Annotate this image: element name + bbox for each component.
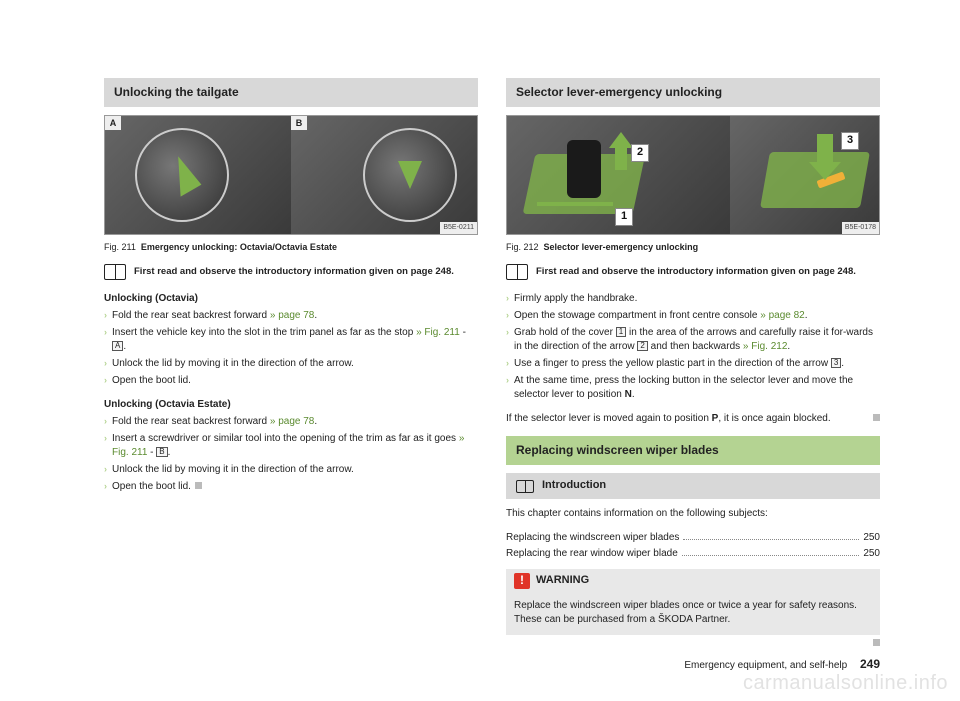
fig212-badge-2: 2 <box>631 144 649 162</box>
sel-b5: At the same time, press the locking butt… <box>514 374 880 402</box>
fig211-callout-a <box>135 128 229 222</box>
oct-b2: Insert the vehicle key into the slot in … <box>112 326 478 354</box>
fig212-number: Fig. 212 <box>506 242 539 252</box>
selector-closing: If the selector lever is moved again to … <box>506 412 880 426</box>
read-observe-text-left: First read and observe the introductory … <box>134 263 454 278</box>
fig212-badge-3: 3 <box>841 132 859 150</box>
right-column: Selector lever-emergency unlocking 2 1 3… <box>506 78 880 651</box>
octavia-heading: Unlocking (Octavia) <box>104 292 478 306</box>
warning-header: ! WARNING <box>506 569 880 593</box>
sel-b2: Open the stowage compartment in front ce… <box>514 309 880 323</box>
page: Unlocking the tailgate A B B5E-0211 Fig.… <box>0 0 960 651</box>
intro-heading-text: Introduction <box>542 478 606 493</box>
read-observe-text-right: First read and observe the introductory … <box>536 263 856 278</box>
section-title-wipers: Replacing windscreen wiper blades <box>506 436 880 465</box>
book-icon <box>104 264 126 280</box>
warning-box: ! WARNING Replace the windscreen wiper b… <box>506 569 880 635</box>
end-mark-icon <box>195 482 202 489</box>
fig211-img-id: B5E-0211 <box>440 222 477 234</box>
end-mark-row <box>506 637 880 651</box>
oct-b4: Open the boot lid. <box>112 374 478 388</box>
fig211-label-a: A <box>105 116 121 130</box>
octavia-bullets: ›Fold the rear seat backrest forward » p… <box>104 309 478 388</box>
fig211-label-b: B <box>291 116 307 130</box>
section-title-right: Selector lever-emergency unlocking <box>506 78 880 107</box>
fig211-callout-b <box>363 128 457 222</box>
footer-section: Emergency equipment, and self-help <box>684 660 847 671</box>
read-observe-left: First read and observe the introductory … <box>104 263 478 280</box>
book-icon <box>516 480 534 493</box>
est-b4: Open the boot lid. <box>112 480 478 494</box>
oct-b1: Fold the rear seat backrest forward » pa… <box>112 309 478 323</box>
oct-b3: Unlock the lid by moving it in the direc… <box>112 357 478 371</box>
page-footer: Emergency equipment, and self-help 249 <box>684 657 880 671</box>
estate-bullets: ›Fold the rear seat backrest forward » p… <box>104 415 478 494</box>
book-icon <box>506 264 528 280</box>
fig212-badge-1: 1 <box>615 208 633 226</box>
intro-heading: Introduction <box>506 473 880 498</box>
read-observe-right: First read and observe the introductory … <box>506 263 880 280</box>
watermark: carmanualsonline.info <box>743 672 948 695</box>
fig211-number: Fig. 211 <box>104 242 136 252</box>
toc-line: Replacing the windscreen wiper blades 25… <box>506 531 880 545</box>
left-column: Unlocking the tailgate A B B5E-0211 Fig.… <box>104 78 478 651</box>
selector-bullets: ›Firmly apply the handbrake. ›Open the s… <box>506 292 880 402</box>
fig212-img-id: B5E-0178 <box>842 222 879 234</box>
est-b2: Insert a screwdriver or similar tool int… <box>112 432 478 460</box>
fig211-caption: Fig. 211 Emergency unlocking: Octavia/Oc… <box>104 241 478 254</box>
end-mark-icon <box>873 639 880 646</box>
sel-b1: Firmly apply the handbrake. <box>514 292 880 306</box>
sel-b3: Grab hold of the cover 1 in the area of … <box>514 326 880 354</box>
figure-211: A B B5E-0211 <box>104 115 478 235</box>
est-b3: Unlock the lid by moving it in the direc… <box>112 463 478 477</box>
warning-icon: ! <box>514 573 530 589</box>
warning-label: WARNING <box>536 573 589 588</box>
figure-212: 2 1 3 B5E-0178 <box>506 115 880 235</box>
estate-heading: Unlocking (Octavia Estate) <box>104 398 478 412</box>
est-b1: Fold the rear seat backrest forward » pa… <box>112 415 478 429</box>
toc-line: Replacing the rear window wiper blade 25… <box>506 547 880 561</box>
fig211-title: Emergency unlocking: Octavia/Octavia Est… <box>141 242 337 252</box>
fig212-caption: Fig. 212 Selector lever-emergency unlock… <box>506 241 880 254</box>
section-title-left: Unlocking the tailgate <box>104 78 478 107</box>
warning-text: Replace the windscreen wiper blades once… <box>506 593 880 635</box>
intro-text: This chapter contains information on the… <box>506 507 880 521</box>
end-mark-icon <box>873 414 880 421</box>
sel-b4: Use a finger to press the yellow plastic… <box>514 357 880 371</box>
footer-page-number: 249 <box>860 657 880 671</box>
toc: Replacing the windscreen wiper blades 25… <box>506 531 880 561</box>
fig212-title: Selector lever-emergency unlocking <box>544 242 699 252</box>
